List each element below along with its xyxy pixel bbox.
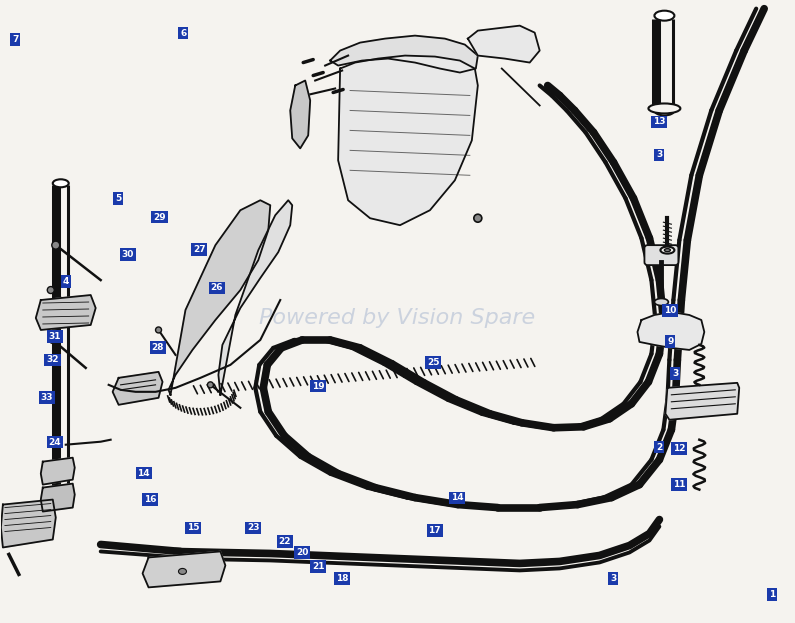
Polygon shape: [330, 36, 478, 72]
Ellipse shape: [52, 179, 68, 188]
Text: 27: 27: [193, 245, 205, 254]
Text: 4: 4: [63, 277, 69, 286]
Text: 19: 19: [312, 382, 324, 391]
Ellipse shape: [654, 105, 674, 115]
Text: 3: 3: [610, 574, 616, 583]
Text: 33: 33: [41, 392, 53, 402]
Text: 30: 30: [122, 250, 134, 259]
Text: 15: 15: [187, 523, 199, 532]
Text: 31: 31: [48, 332, 61, 341]
Text: 3: 3: [656, 150, 662, 159]
Text: 14: 14: [451, 493, 463, 503]
Text: 1: 1: [769, 590, 775, 599]
Ellipse shape: [52, 495, 68, 503]
Ellipse shape: [179, 568, 187, 574]
Polygon shape: [41, 483, 75, 511]
Ellipse shape: [654, 11, 674, 21]
Ellipse shape: [207, 382, 213, 388]
Text: 6: 6: [180, 29, 187, 37]
Polygon shape: [219, 200, 293, 395]
Text: Powered by Vision Spare: Powered by Vision Spare: [259, 308, 536, 328]
Text: 20: 20: [296, 548, 308, 557]
Text: 25: 25: [427, 358, 440, 367]
Text: 14: 14: [138, 468, 150, 478]
Text: 29: 29: [153, 212, 166, 222]
Ellipse shape: [654, 298, 669, 305]
Polygon shape: [142, 551, 226, 587]
Polygon shape: [41, 458, 75, 485]
Ellipse shape: [665, 249, 670, 252]
Text: 7: 7: [12, 35, 18, 44]
Text: 13: 13: [653, 117, 665, 126]
Polygon shape: [467, 26, 540, 62]
Polygon shape: [665, 383, 739, 420]
Ellipse shape: [52, 241, 60, 249]
Polygon shape: [638, 312, 704, 350]
Text: 12: 12: [673, 444, 685, 453]
Text: 16: 16: [144, 495, 157, 504]
Text: 23: 23: [247, 523, 259, 532]
Text: 22: 22: [278, 537, 291, 546]
Text: 28: 28: [152, 343, 165, 352]
Text: 17: 17: [429, 526, 441, 535]
Text: 9: 9: [667, 337, 673, 346]
Polygon shape: [36, 295, 95, 330]
Text: 11: 11: [673, 480, 685, 489]
Polygon shape: [113, 372, 162, 405]
Polygon shape: [338, 55, 478, 225]
Text: 26: 26: [211, 283, 223, 292]
Text: 10: 10: [664, 306, 677, 315]
Text: 32: 32: [46, 356, 59, 364]
Text: 21: 21: [312, 562, 324, 571]
FancyBboxPatch shape: [645, 245, 678, 265]
Polygon shape: [290, 80, 310, 148]
Ellipse shape: [49, 336, 56, 343]
Ellipse shape: [474, 214, 482, 222]
Text: 2: 2: [656, 442, 662, 452]
Text: 3: 3: [672, 369, 678, 378]
Text: 24: 24: [48, 437, 61, 447]
Ellipse shape: [661, 247, 674, 254]
Text: 18: 18: [335, 574, 348, 583]
Ellipse shape: [649, 103, 681, 113]
Text: 5: 5: [115, 194, 122, 203]
Ellipse shape: [47, 287, 54, 293]
Ellipse shape: [156, 327, 161, 333]
Polygon shape: [169, 200, 270, 395]
Polygon shape: [1, 500, 56, 548]
